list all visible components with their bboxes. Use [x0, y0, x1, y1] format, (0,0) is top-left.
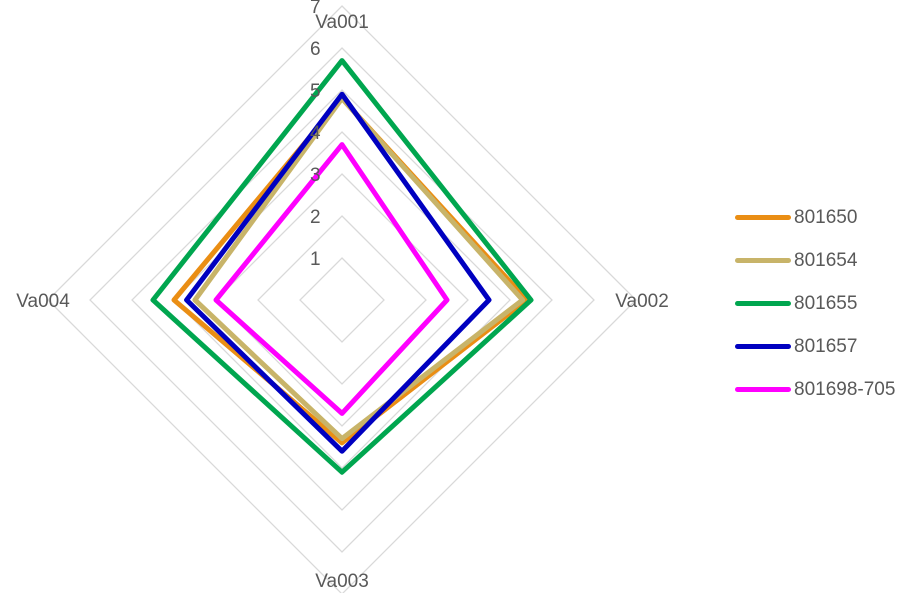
tick-label: 5 — [310, 81, 321, 102]
radar-chart: 1 2 3 4 5 6 7 Va001 Va002 Va003 Va004 — [16, 0, 669, 593]
legend-swatch — [735, 215, 791, 220]
series-line-801654 — [192, 95, 526, 442]
grid-ring — [299, 257, 385, 343]
series-line-801698-705 — [213, 142, 450, 416]
legend-item: 801650 — [735, 196, 915, 239]
axis-label-Va001: Va001 — [315, 12, 369, 33]
tick-label: 7 — [310, 0, 321, 18]
series-line-801657 — [184, 91, 492, 454]
legend-label: 801698-705 — [794, 378, 896, 400]
series-line-801655 — [150, 58, 534, 475]
legend-item: 801655 — [735, 282, 915, 325]
legend-item: 801657 — [735, 325, 915, 368]
tick-label: 1 — [310, 249, 321, 270]
legend-label: 801655 — [794, 292, 858, 314]
legend-swatch — [735, 387, 791, 392]
axis-label-Va003: Va003 — [315, 571, 369, 592]
grid-ring — [257, 215, 427, 385]
grid-ring — [47, 5, 637, 593]
radar-grid — [47, 5, 637, 593]
radar-series — [150, 58, 534, 475]
tick-label: 4 — [310, 123, 321, 144]
axis-label-Va002: Va002 — [615, 291, 669, 312]
radial-ticks: 1 2 3 4 5 6 7 — [310, 0, 321, 270]
grid-ring — [89, 47, 595, 553]
grid-ring — [173, 131, 511, 469]
legend-item: 801698-705 — [735, 368, 915, 411]
legend-swatch — [735, 344, 791, 349]
legend: 801650 801654 801655 801657 801698-705 — [735, 196, 915, 411]
legend-swatch — [735, 301, 791, 306]
legend-swatch — [735, 258, 791, 263]
legend-label: 801650 — [794, 206, 858, 228]
grid-ring — [131, 89, 553, 511]
grid-ring — [215, 173, 469, 427]
tick-label: 3 — [310, 165, 321, 186]
legend-label: 801657 — [794, 335, 858, 357]
legend-label: 801654 — [794, 249, 858, 271]
axis-label-Va004: Va004 — [16, 291, 70, 312]
legend-item: 801654 — [735, 239, 915, 282]
tick-label: 2 — [310, 207, 321, 228]
series-line-801650 — [171, 95, 530, 446]
tick-label: 6 — [310, 39, 321, 60]
axis-labels: Va001 Va002 Va003 Va004 — [16, 12, 669, 592]
